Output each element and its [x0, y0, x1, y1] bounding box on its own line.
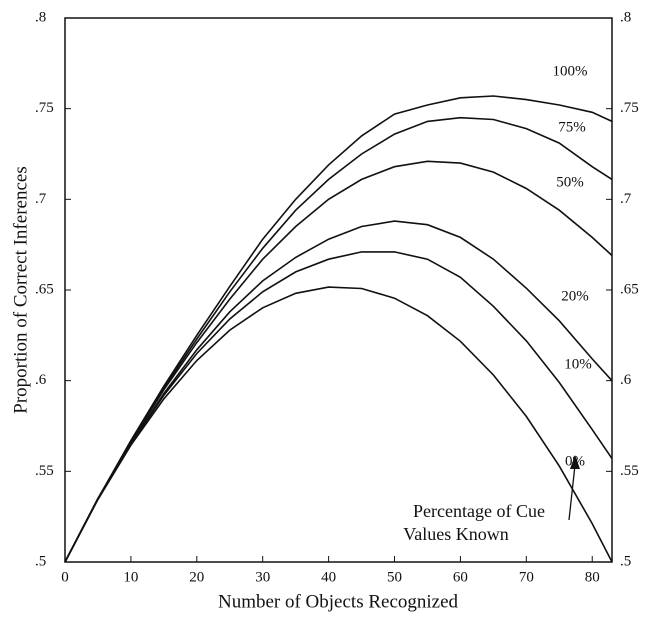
x-tick-label: 0 [61, 569, 69, 585]
y-tick-label-right: .5 [620, 553, 631, 569]
y-tick-label-right: .55 [620, 463, 639, 479]
series-label: 10% [564, 356, 592, 372]
y-tick-label: .55 [35, 463, 54, 479]
y-tick-label: .5 [35, 553, 46, 569]
annotation-line: Percentage of Cue [413, 501, 545, 521]
y-tick-label: .6 [35, 372, 47, 388]
y-axis-title: Proportion of Correct Inferences [10, 166, 31, 413]
x-tick-label: 20 [189, 569, 204, 585]
x-tick-label: 70 [519, 569, 534, 585]
x-tick-label: 50 [387, 569, 402, 585]
series-label: 100% [553, 63, 588, 79]
series-line [64, 116, 613, 563]
annotation-line: Values Known [403, 524, 509, 544]
series-line [64, 95, 613, 563]
series-label: 20% [561, 288, 589, 304]
series-line [64, 220, 613, 563]
x-tick-label: 10 [123, 569, 138, 585]
x-tick-label: 30 [255, 569, 270, 585]
series-line [64, 251, 613, 563]
y-tick-label: .7 [35, 191, 47, 207]
x-tick-label: 60 [453, 569, 468, 585]
series-line [64, 286, 613, 563]
y-tick-label: .75 [35, 100, 54, 116]
y-tick-label: .65 [35, 281, 54, 297]
series-label: 0% [565, 453, 585, 469]
y-tick-label-right: .65 [620, 281, 639, 297]
y-tick-label: .8 [35, 9, 46, 25]
series-line [64, 160, 613, 563]
x-axis-title: Number of Objects Recognized [218, 591, 459, 612]
series-label: 75% [558, 119, 586, 135]
y-tick-label-right: .8 [620, 9, 631, 25]
x-tick-label: 40 [321, 569, 336, 585]
y-tick-label-right: .7 [620, 191, 632, 207]
arrow-head [570, 455, 580, 469]
y-tick-label-right: .6 [620, 372, 632, 388]
annotation-arrow [568, 464, 576, 521]
x-tick-label: 80 [585, 569, 600, 585]
series-label: 50% [556, 174, 584, 190]
y-tick-label-right: .75 [620, 100, 639, 116]
